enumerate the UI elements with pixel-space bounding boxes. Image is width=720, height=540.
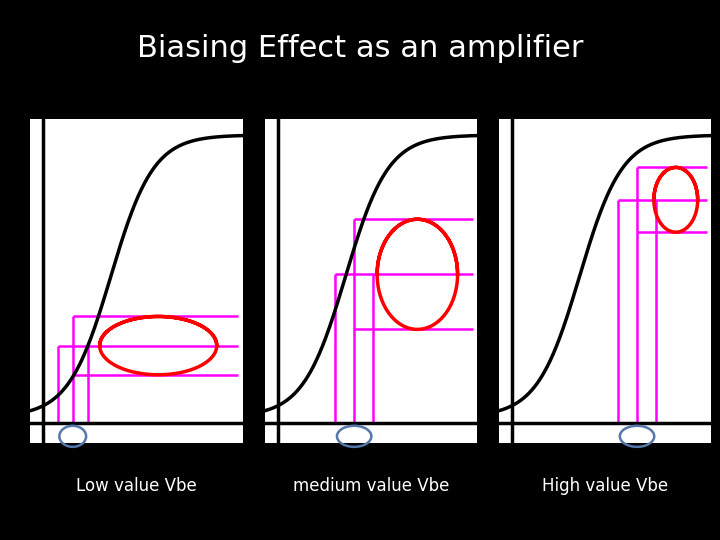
Text: Low value Vbe: Low value Vbe	[76, 477, 197, 495]
Text: Biasing Effect as an amplifier: Biasing Effect as an amplifier	[137, 34, 583, 63]
Text: High value Vbe: High value Vbe	[542, 477, 668, 495]
Text: medium value Vbe: medium value Vbe	[293, 477, 449, 495]
